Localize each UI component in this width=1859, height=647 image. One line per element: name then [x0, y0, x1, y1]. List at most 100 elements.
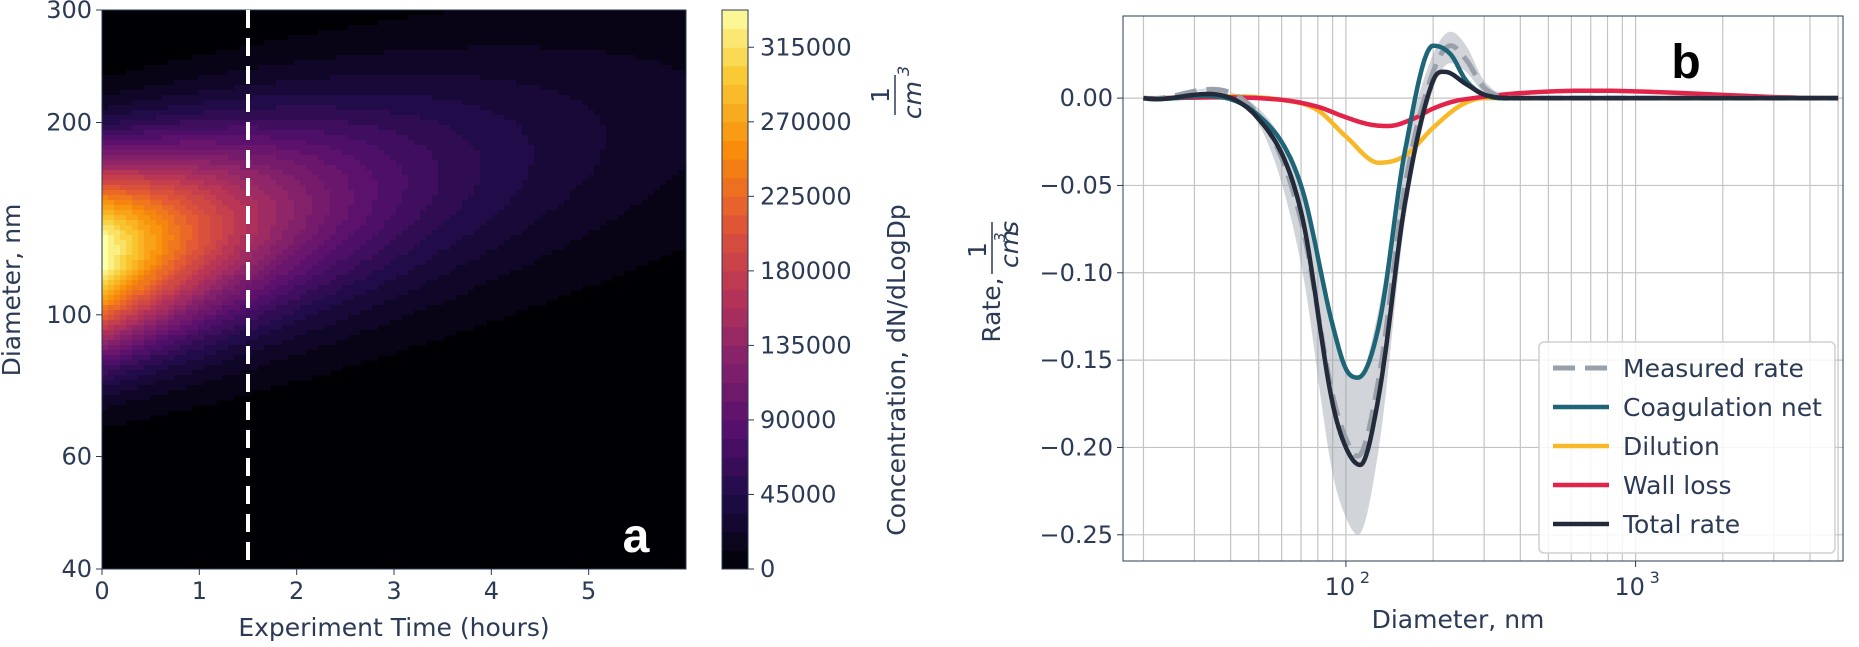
heatmap-cell [336, 135, 343, 141]
heatmap-cell [240, 170, 247, 176]
heatmap-cell [450, 155, 457, 161]
heatmap-cell [294, 280, 301, 286]
heatmap-cell [204, 275, 211, 281]
heatmap-cell [186, 205, 193, 211]
heatmap-cell [324, 125, 331, 131]
heatmap-cell [522, 105, 529, 111]
heatmap-cell [432, 40, 439, 46]
heatmap-cell [534, 100, 541, 106]
heatmap-cell [210, 110, 217, 116]
heatmap-cell [492, 235, 499, 241]
heatmap-cell [276, 170, 283, 176]
heatmap-cell [120, 365, 127, 371]
heatmap-cell [390, 195, 397, 201]
heatmap-cell [486, 10, 493, 16]
heatmap-cell [480, 295, 487, 301]
heatmap-cell [324, 245, 331, 251]
heatmap-cell [336, 300, 343, 306]
heatmap-cell [306, 210, 313, 216]
heatmap-cell [150, 115, 157, 121]
heatmap-cell [510, 95, 517, 101]
heatmap-cell [240, 250, 247, 256]
heatmap-cell [300, 160, 307, 166]
heatmap-cell [414, 300, 421, 306]
heatmap-cell [132, 90, 139, 96]
heatmap-cell [288, 155, 295, 161]
heatmap-cell [276, 205, 283, 211]
heatmap-cell [252, 150, 259, 156]
heatmap-cell [366, 140, 373, 146]
heatmap-cell [294, 55, 301, 61]
heatmap-cell [390, 215, 397, 221]
heatmap-cell [444, 265, 451, 271]
heatmap-cell [210, 315, 217, 321]
heatmap-cell [198, 120, 205, 126]
heatmap-cell [312, 110, 319, 116]
heatmap-cell [450, 215, 457, 221]
heatmap-cell [228, 330, 235, 336]
heatmap-cell [330, 65, 337, 71]
heatmap-cell [534, 50, 541, 56]
heatmap-cell [390, 55, 397, 61]
heatmap-cell [234, 160, 241, 166]
heatmap-cell [258, 135, 265, 141]
heatmap-cell [150, 260, 157, 266]
heatmap-cell [210, 165, 217, 171]
heatmap-cell [294, 285, 301, 291]
heatmap-cell [264, 105, 271, 111]
heatmap-cell [396, 315, 403, 321]
heatmap-cell [384, 70, 391, 76]
heatmap-cell [282, 235, 289, 241]
heatmap-cell [492, 230, 499, 236]
heatmap-cell [138, 310, 145, 316]
heatmap-cell [510, 275, 517, 281]
heatmap-cell [234, 125, 241, 131]
heatmap-cell [318, 180, 325, 186]
heatmap-cell [306, 120, 313, 126]
heatmap-cell [228, 85, 235, 91]
heatmap-cell [408, 180, 415, 186]
heatmap-cell [312, 360, 319, 366]
heatmap-cell [126, 250, 133, 256]
heatmap-cell [216, 125, 223, 131]
heatmap-cell [504, 180, 511, 186]
heatmap-cell [168, 335, 175, 341]
heatmap-cell [378, 250, 385, 256]
heatmap-cell [456, 90, 463, 96]
heatmap-cell [420, 110, 427, 116]
heatmap-cell [306, 260, 313, 266]
heatmap-cell [186, 305, 193, 311]
heatmap-cell [468, 260, 475, 266]
heatmap-cell [252, 335, 259, 341]
heatmap-cell [510, 290, 517, 296]
heatmap-cell [258, 215, 265, 221]
heatmap-cell [312, 225, 319, 231]
heatmap-cell [420, 115, 427, 121]
heatmap-cell [192, 170, 199, 176]
heatmap-cell [144, 220, 151, 226]
heatmap-cell [168, 285, 175, 291]
heatmap-cell [192, 355, 199, 361]
heatmap-cell [144, 270, 151, 276]
heatmap-cell [456, 240, 463, 246]
heatmap-cell [288, 85, 295, 91]
heatmap-cell [426, 130, 433, 136]
heatmap-cell [156, 280, 163, 286]
heatmap-cell [294, 235, 301, 241]
heatmap-cell [162, 385, 169, 391]
heatmap-cell [414, 275, 421, 281]
heatmap-cell [480, 220, 487, 226]
heatmap-cell [270, 145, 277, 151]
heatmap-cell [162, 100, 169, 106]
heatmap-cell [108, 145, 115, 151]
heatmap-cell [408, 65, 415, 71]
heatmap-cell [294, 345, 301, 351]
heatmap-cell [522, 100, 529, 106]
heatmap-cell [432, 190, 439, 196]
heatmap-cell [468, 20, 475, 26]
heatmap-cell [468, 130, 475, 136]
heatmap-cell [516, 275, 523, 281]
heatmap-cell [144, 170, 151, 176]
heatmap-cell [372, 75, 379, 81]
heatmap-cell [378, 20, 385, 26]
